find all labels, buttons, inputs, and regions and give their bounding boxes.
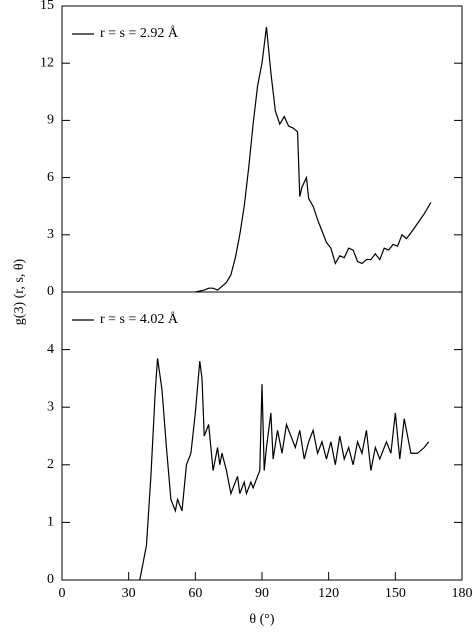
- data-line: [195, 26, 432, 293]
- x-axis-label: θ (°): [249, 612, 274, 627]
- x-tick-label: 90: [255, 586, 269, 601]
- y-tick-label: 2: [47, 457, 54, 472]
- x-tick-label: 30: [122, 586, 136, 601]
- y-tick-label: 12: [40, 55, 54, 70]
- x-tick-label: 60: [188, 586, 202, 601]
- x-tick-label: 0: [59, 586, 66, 601]
- y-axis-label: g(3) (r, s, θ): [12, 258, 27, 325]
- y-tick-label: 3: [47, 227, 54, 242]
- y-tick-label: 6: [47, 170, 54, 185]
- x-tick-label: 150: [385, 586, 406, 601]
- legend-label: r = s = 2.92 Å: [100, 25, 179, 41]
- legend-label: r = s = 4.02 Å: [100, 311, 179, 327]
- data-line: [139, 358, 430, 581]
- y-tick-label: 0: [47, 284, 54, 299]
- plot-frame: [61, 5, 463, 293]
- y-tick-label: 9: [47, 113, 54, 128]
- y-tick-label: 1: [47, 515, 54, 530]
- x-tick-label: 120: [318, 586, 339, 601]
- y-tick-label: 3: [47, 399, 54, 414]
- y-tick-label: 4: [47, 342, 54, 357]
- y-tick-label: 0: [47, 572, 54, 587]
- x-tick-label: 180: [452, 586, 473, 601]
- y-tick-label: 15: [40, 0, 54, 13]
